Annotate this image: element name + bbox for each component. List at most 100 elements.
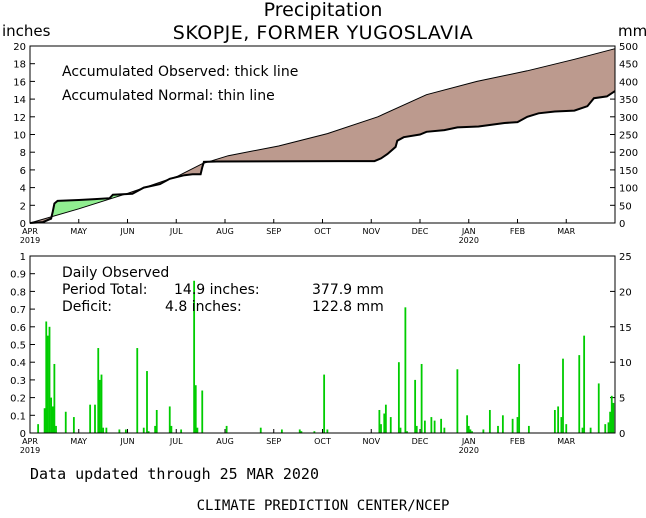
deficit-area — [171, 161, 204, 179]
daily-precip-bar — [397, 362, 400, 433]
daily-precip-bar — [194, 385, 197, 433]
top-left-tick-label: 0 — [20, 219, 26, 230]
daily-precip-bar — [443, 427, 446, 433]
daily-precip-bar — [501, 415, 504, 433]
daily-precip-bar — [154, 425, 157, 433]
daily-precip-bar — [193, 280, 196, 433]
daily-precip-bar — [488, 409, 491, 433]
daily-precip-bar — [55, 425, 57, 433]
top-right-tick-label: 0 — [619, 219, 625, 230]
bottom-left-tick-label: 0.5 — [10, 341, 26, 352]
daily-precip-bar — [430, 417, 433, 433]
bottom-right-tick-label: 20 — [619, 287, 632, 298]
daily-precip-bar — [471, 431, 473, 433]
bottom-left-tick-label: 0.9 — [10, 270, 26, 281]
top-right-tick-label: 500 — [619, 42, 638, 53]
bottom-left-tick-label: 0.1 — [10, 411, 26, 422]
daily-precip-bar — [583, 335, 586, 433]
daily-precip-bar — [612, 402, 615, 433]
top-left-tick-label: 18 — [13, 60, 26, 71]
daily-precip-bar — [557, 406, 560, 433]
bottom-left-tick-label: 0.2 — [10, 394, 26, 405]
daily-precip-bar — [105, 427, 108, 433]
top-left-tick-label: 16 — [13, 77, 26, 88]
daily-precip-bar — [136, 348, 139, 433]
daily-precip-bar — [607, 422, 610, 433]
daily-precip-bar — [48, 326, 51, 433]
daily-precip-bar — [404, 307, 407, 433]
bottom-month-label: APR — [22, 437, 38, 446]
daily-precip-bar — [298, 429, 301, 433]
bottom-left-tick-label: 0.6 — [10, 323, 26, 334]
top-month-label: AUG — [216, 227, 234, 236]
daily-precip-bar — [313, 431, 316, 433]
daily-precip-bar — [384, 404, 387, 433]
daily-precip-bar — [378, 409, 381, 433]
daily-precip-bar — [553, 409, 556, 433]
daily-precip-bar — [389, 417, 392, 433]
daily-precip-bar — [124, 429, 127, 433]
daily-precip-bar — [560, 417, 563, 433]
daily-precip-bar — [456, 369, 459, 433]
daily-precip-bar — [45, 321, 48, 433]
bottom-left-tick-label: 0.8 — [10, 287, 26, 298]
station-name: SKOPJE, FORMER YUGOSLAVIA — [172, 22, 474, 44]
daily-precip-bar — [399, 427, 402, 433]
bottom-month-label: NOV — [362, 437, 380, 446]
bottom-right-tick-label: 25 — [619, 252, 632, 263]
daily-precip-bar — [383, 413, 386, 433]
bottom-left-tick-label: 0.4 — [10, 358, 26, 369]
daily-precip-bar — [516, 417, 519, 433]
top-month-label: JUL — [169, 227, 183, 236]
daily-precip-bar — [50, 397, 53, 433]
top-right-tick-label: 350 — [619, 95, 638, 106]
bottom-month-label: FEB — [510, 437, 525, 446]
daily-precip-bar — [196, 427, 199, 433]
daily-precip-bar — [440, 418, 443, 433]
daily-precip-bar — [53, 363, 56, 433]
bottom-month-label: SEP — [266, 437, 281, 446]
daily-precip-bar — [300, 431, 303, 433]
top-month-label: DEC — [412, 227, 429, 236]
bottom-month-label: JAN — [461, 437, 476, 446]
daily-precip-bar — [97, 348, 100, 433]
daily-precip-bar — [51, 406, 54, 433]
bottom-month-label: MAY — [70, 437, 87, 446]
daily-precip-bar — [511, 418, 514, 433]
daily-precip-bar — [609, 411, 612, 433]
daily-precip-bar — [155, 409, 158, 433]
top-month-label: JAN — [461, 227, 476, 236]
period-total-mm: 377.9 mm — [312, 282, 384, 298]
top-left-tick-label: 2 — [20, 201, 26, 212]
daily-precip-bar — [469, 429, 472, 433]
top-year-label: 2020 — [459, 236, 479, 245]
left-axis-unit-label: inches — [2, 22, 51, 40]
bottom-month-label: JUN — [119, 437, 134, 446]
daily-precip-bar — [482, 429, 485, 433]
daily-precip-bar — [201, 390, 204, 433]
daily-precip-bar — [433, 420, 436, 433]
daily-precip-bar — [37, 424, 40, 433]
bottom-right-tick-label: 0 — [619, 429, 625, 440]
top-left-tick-label: 20 — [13, 42, 26, 53]
daily-precip-bar — [326, 429, 329, 433]
top-annotation-normal: Accumulated Normal: thin line — [62, 88, 275, 104]
daily-precip-bar — [380, 424, 382, 433]
daily-precip-bar — [102, 427, 105, 433]
bottom-left-tick-label: 0.7 — [10, 305, 26, 316]
daily-precip-bar — [597, 383, 600, 433]
deficit-mm: 122.8 mm — [312, 299, 384, 315]
daily-precip-bar — [89, 404, 92, 433]
top-right-tick-label: 100 — [619, 184, 638, 195]
daily-precip-bar — [142, 427, 145, 433]
daily-precip-bar — [497, 425, 499, 433]
data-updated-note: Data updated through 25 MAR 2020 — [30, 465, 319, 483]
daily-precip-bar — [604, 424, 607, 433]
daily-precip-bar — [180, 429, 183, 433]
top-left-tick-label: 4 — [20, 184, 26, 195]
top-right-tick-label: 300 — [619, 113, 638, 124]
top-month-label: MAY — [70, 227, 87, 236]
daily-precip-bar — [72, 417, 75, 433]
daily-precip-bar — [147, 431, 150, 433]
daily-precip-bar — [423, 420, 426, 433]
